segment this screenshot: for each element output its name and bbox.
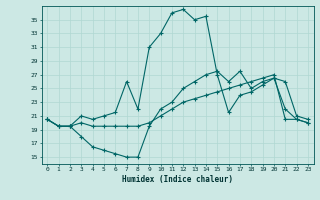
X-axis label: Humidex (Indice chaleur): Humidex (Indice chaleur) [122, 175, 233, 184]
